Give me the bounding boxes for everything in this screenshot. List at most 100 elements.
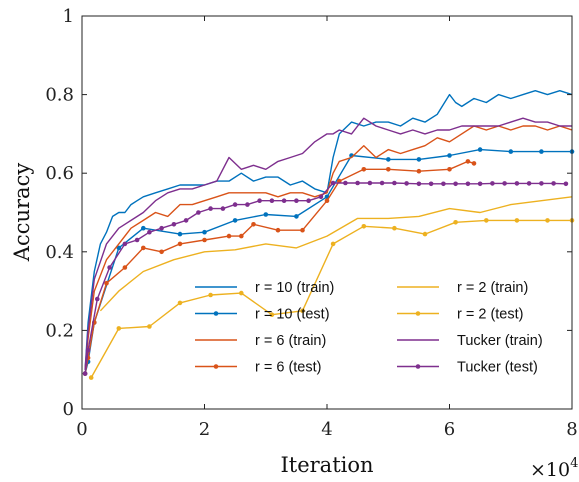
data-point-tucker-test (343, 180, 348, 186)
data-point-r-2-test (147, 324, 152, 329)
data-point-r-6-test (226, 233, 232, 239)
data-point-r-10-test (294, 214, 299, 219)
legend-label-r-2-test: r = 2 (test) (457, 307, 523, 323)
legend-label-r-6-train: r = 6 (train) (255, 333, 326, 349)
legend-label-tucker-train: Tucker (train) (457, 333, 543, 349)
data-point-tucker-test (208, 206, 213, 211)
data-point-r-6-test (300, 227, 305, 233)
data-point-r-6-test (337, 178, 342, 184)
x-tick-label: 6 (444, 419, 455, 440)
legend-marker-r-10-test (213, 311, 219, 316)
data-point-r-10-test (202, 229, 207, 235)
x-axis-multiplier: ×104 (530, 456, 578, 481)
data-point-tucker-test (404, 181, 409, 186)
legend-label-tucker-test: Tucker (test) (457, 360, 538, 376)
data-point-tucker-test (82, 371, 88, 376)
data-point-r-6-test (239, 233, 244, 239)
x-axis-multiplier-base: ×10 (530, 459, 570, 481)
data-point-tucker-test (465, 181, 471, 187)
data-point-r-2-test (545, 218, 550, 223)
data-point-r-6-test (324, 198, 330, 203)
y-tick-label: 0.8 (45, 85, 74, 106)
data-point-tucker-test (502, 181, 507, 186)
data-point-tucker-test (232, 202, 238, 207)
data-point-tucker-test (107, 265, 112, 270)
data-point-r-10-test (116, 245, 122, 251)
data-point-tucker-test (514, 181, 520, 186)
x-axis-multiplier-exponent: 4 (570, 456, 578, 471)
y-tick-label: 0.2 (45, 320, 74, 341)
data-point-r-10-test (447, 153, 452, 158)
data-point-tucker-test (416, 181, 422, 187)
y-tick-label: 0.4 (45, 242, 74, 263)
x-tick-label: 8 (566, 419, 577, 440)
y-tick-label: 0 (63, 399, 74, 420)
data-point-r-10-test (539, 149, 544, 154)
data-point-tucker-test (183, 218, 189, 223)
y-tick-label: 1 (63, 6, 74, 27)
series-line-r-6-test (84, 160, 475, 374)
x-tick-label: 2 (199, 419, 210, 440)
data-point-r-6-test (159, 249, 164, 255)
data-point-tucker-test (95, 296, 100, 302)
data-point-r-6-test (275, 227, 281, 233)
data-point-tucker-test (330, 180, 336, 186)
data-point-r-6-test (386, 167, 391, 172)
data-point-tucker-test (551, 181, 556, 186)
plot-area (82, 89, 575, 380)
data-point-tucker-test (428, 181, 434, 187)
legend-marker-r-6-test (213, 364, 219, 369)
data-point-tucker-test (379, 180, 385, 186)
data-point-tucker-test (306, 198, 311, 203)
data-point-r-2-test (239, 290, 244, 296)
series-line-tucker-train (84, 117, 572, 370)
axis-ticks: 0 2 4 6 8 0 0.2 0.4 0.6 0.8 1 (45, 6, 577, 440)
legend-label-r-10-train: r = 10 (train) (255, 280, 334, 296)
data-point-r-6-test (416, 168, 422, 174)
data-point-r-2-test (116, 326, 122, 331)
data-point-r-2-test (88, 375, 94, 380)
legend: r = 10 (train) r = 2 (train) r = 10 (test)… (195, 280, 543, 376)
data-point-r-2-test (392, 225, 397, 231)
legend-label-r-6-test: r = 6 (test) (255, 360, 321, 376)
data-point-r-6-test (104, 280, 109, 286)
data-point-r-6-test (361, 167, 367, 172)
series-line-r-10-train (84, 89, 573, 370)
y-tick-label: 0.6 (45, 163, 74, 184)
data-point-tucker-test (269, 198, 275, 203)
x-tick-label: 4 (321, 419, 332, 440)
data-point-tucker-test (220, 206, 226, 211)
data-point-tucker-test (245, 202, 250, 207)
data-point-r-2-test (484, 218, 489, 223)
data-point-tucker-test (159, 225, 164, 231)
data-point-r-2-test (453, 220, 458, 225)
data-point-tucker-test (453, 181, 458, 187)
data-point-r-2-test (514, 218, 520, 223)
data-point-tucker-test (526, 181, 532, 186)
data-point-r-6-test (177, 241, 183, 247)
data-point-r-6-test (465, 159, 471, 164)
data-point-r-2-test (330, 241, 336, 247)
data-point-tucker-test (367, 180, 373, 186)
data-point-r-6-test (202, 237, 207, 243)
legend-marker-tucker-test (415, 364, 421, 369)
data-point-tucker-test (477, 181, 483, 187)
x-tick-label: 0 (76, 419, 87, 440)
data-point-tucker-test (490, 181, 495, 186)
legend-marker-r-2-test (415, 311, 421, 316)
legend-label-r-2-train: r = 2 (train) (457, 280, 528, 296)
legend-label-r-10-test: r = 10 (test) (255, 307, 330, 323)
data-point-tucker-test (294, 198, 299, 203)
data-point-r-2-test (422, 231, 428, 237)
data-point-tucker-test (563, 181, 569, 187)
data-point-tucker-test (171, 222, 177, 227)
data-point-r-10-test (416, 157, 422, 162)
data-point-r-10-test (263, 212, 269, 217)
data-point-r-10-test (508, 149, 514, 154)
data-point-tucker-test (281, 198, 287, 203)
data-point-r-6-test (251, 222, 256, 227)
data-point-r-6-test (141, 245, 146, 251)
data-point-r-10-test (477, 147, 483, 152)
x-axis-label: Iteration (280, 453, 373, 477)
